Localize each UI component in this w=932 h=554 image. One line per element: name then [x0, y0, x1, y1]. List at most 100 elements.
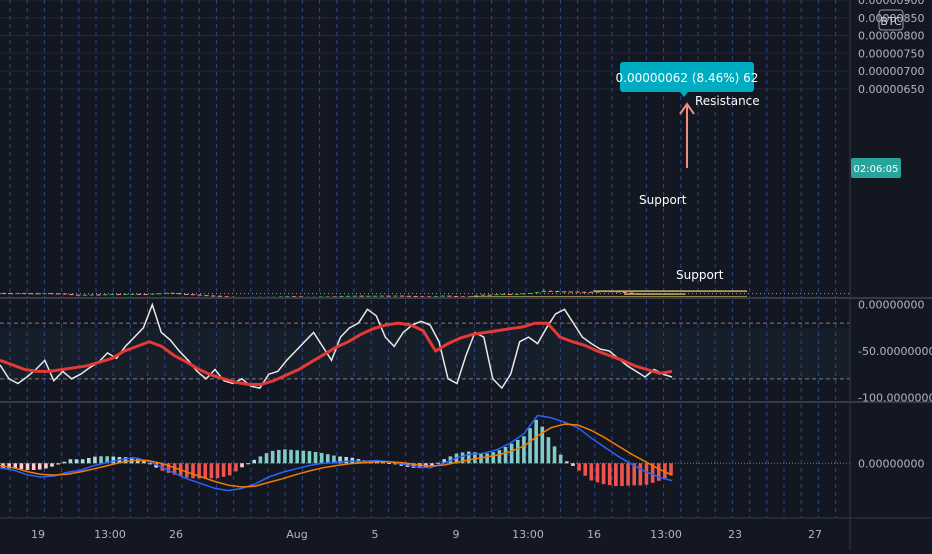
macd-histogram-bar	[565, 461, 569, 463]
macd-histogram-bar	[259, 456, 263, 463]
macd-histogram-bar	[26, 463, 30, 470]
macd-histogram-bar	[148, 463, 152, 464]
candle-body	[157, 293, 161, 294]
macd-histogram-bar	[62, 462, 66, 464]
macd-histogram-bar	[87, 458, 91, 463]
candle-body	[42, 293, 46, 294]
macd-histogram-bar	[20, 463, 24, 469]
oscillator-tick-label: -100.00000000	[858, 391, 932, 404]
macd-histogram-bar	[485, 454, 489, 464]
macd-histogram-bar	[56, 463, 60, 464]
macd-histogram-bar	[583, 463, 587, 475]
macd-histogram-bar	[326, 454, 330, 463]
macd-histogram-bar	[246, 463, 250, 464]
macd-pane[interactable]	[0, 404, 850, 518]
macd-histogram-bar	[387, 463, 391, 464]
candle-body	[359, 296, 363, 297]
candle-body	[515, 294, 519, 295]
macd-histogram-bar	[639, 463, 643, 485]
oscillator-tick-label: -50.00000000	[858, 345, 932, 358]
candle-body	[22, 293, 26, 294]
candle-body	[521, 293, 525, 294]
macd-histogram-bar	[522, 436, 526, 463]
macd-histogram-bar	[191, 463, 195, 478]
candle-body	[15, 293, 19, 294]
macd-histogram-bar	[491, 452, 495, 463]
candle-body	[555, 291, 559, 292]
price-tick-label: 0.00000650	[858, 83, 924, 96]
price-tick-label: 0.00000700	[858, 65, 924, 78]
time-tick-label: 19	[31, 528, 45, 541]
macd-histogram-bar	[222, 463, 226, 477]
candle-body	[407, 296, 411, 297]
macd-histogram-bar	[228, 463, 232, 475]
candle-body	[535, 292, 539, 293]
macd-histogram-bar	[645, 463, 649, 484]
macd-histogram-bar	[216, 463, 220, 478]
candle-body	[150, 294, 154, 295]
candle-body	[117, 294, 121, 295]
macd-histogram-bar	[301, 451, 305, 464]
candle-body	[454, 296, 458, 297]
candle-body	[63, 294, 67, 295]
macd-histogram-bar	[516, 440, 520, 463]
candle-body	[211, 296, 215, 297]
macd-histogram-bar	[50, 463, 54, 466]
candle-body	[494, 294, 498, 295]
candle-body	[170, 293, 174, 294]
macd-histogram-bar	[467, 452, 471, 464]
macd-histogram-bar	[265, 453, 269, 463]
macd-histogram-bar	[534, 420, 538, 463]
annotation-label: Resistance	[695, 94, 760, 108]
candle-body	[400, 296, 404, 297]
macd-histogram-bar	[99, 456, 103, 463]
time-tick-label: 16	[587, 528, 601, 541]
macd-histogram-bar	[626, 463, 630, 485]
candle-body	[380, 296, 384, 297]
macd-histogram-bar	[657, 463, 661, 481]
candle-body	[191, 294, 195, 295]
measure-label: 0.00000062 (8.46%) 62	[616, 71, 759, 85]
macd-histogram-bar	[283, 449, 287, 463]
oscillator-axis[interactable]: 0.00000000-50.00000000-100.00000000	[858, 299, 932, 405]
candle-body	[2, 293, 6, 294]
macd-histogram-bar	[112, 457, 116, 464]
macd-histogram-bar	[289, 450, 293, 463]
candle-body	[548, 291, 552, 292]
price-tick-label: 0.00000900	[858, 0, 924, 7]
macd-histogram-bar	[69, 459, 73, 463]
time-tick-label: 13:00	[650, 528, 682, 541]
macd-histogram-bar	[271, 451, 275, 463]
candle-body	[49, 293, 53, 294]
macd-histogram-bar	[277, 450, 281, 463]
candle-body	[164, 293, 168, 294]
candle-body	[339, 296, 343, 297]
time-tick-label: 9	[453, 528, 460, 541]
macd-histogram-bar	[210, 463, 214, 478]
candle-body	[393, 296, 397, 297]
candle-body	[83, 295, 87, 296]
price-pane[interactable]: 0.00000062 (8.46%) 62ResistanceSupportSu…	[0, 0, 850, 298]
candle-body	[582, 292, 586, 293]
candle-body	[346, 296, 350, 297]
oscillator-pane[interactable]	[0, 300, 850, 402]
time-tick-label: 26	[169, 528, 183, 541]
macd-axis[interactable]: 0.00000000	[858, 457, 924, 470]
macd-histogram-bar	[314, 452, 318, 463]
candle-body	[508, 294, 512, 295]
candle-body	[569, 292, 573, 293]
macd-histogram-bar	[203, 463, 207, 478]
candle-body	[76, 295, 80, 296]
annotation-label: Support	[639, 193, 687, 207]
macd-histogram-bar	[44, 463, 48, 468]
candle-body	[386, 296, 390, 297]
macd-histogram-bar	[436, 463, 440, 464]
candle-body	[623, 292, 627, 293]
candle-body	[36, 293, 40, 294]
macd-histogram-bar	[93, 457, 97, 464]
time-tick-label: 27	[808, 528, 822, 541]
candle-body	[90, 294, 94, 295]
